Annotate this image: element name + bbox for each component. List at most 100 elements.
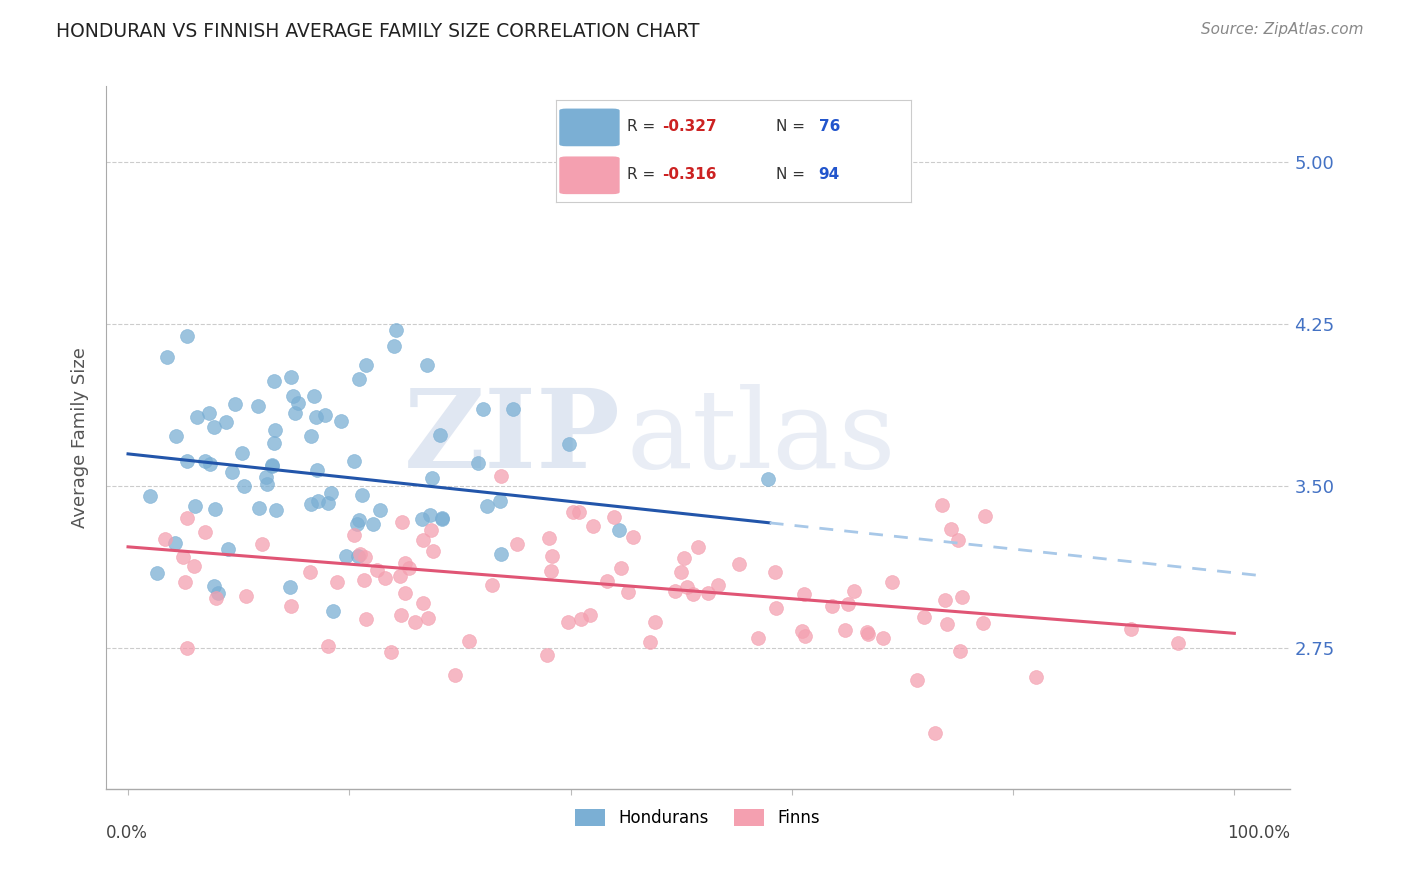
Point xyxy=(398,561,420,575)
Point xyxy=(278,580,301,594)
Text: Source: ZipAtlas.com: Source: ZipAtlas.com xyxy=(1201,22,1364,37)
Point xyxy=(316,640,339,654)
Point xyxy=(380,644,402,658)
Point xyxy=(420,523,443,537)
Point xyxy=(506,537,529,551)
Point xyxy=(346,517,368,532)
Point xyxy=(165,536,187,550)
Text: 100.0%: 100.0% xyxy=(1226,824,1289,842)
Point xyxy=(404,615,426,629)
Point xyxy=(305,409,328,424)
Point xyxy=(280,599,302,613)
Point xyxy=(264,503,287,517)
Point xyxy=(617,584,640,599)
Point xyxy=(153,533,176,547)
Point xyxy=(924,725,946,739)
Point xyxy=(343,454,366,468)
Point xyxy=(537,531,560,545)
Point xyxy=(173,574,195,589)
Point xyxy=(246,399,269,413)
Point xyxy=(370,503,392,517)
Point xyxy=(489,468,512,483)
Point xyxy=(356,358,378,372)
Point xyxy=(1025,670,1047,684)
Point xyxy=(856,626,879,640)
Point xyxy=(322,605,344,619)
Point xyxy=(287,396,309,410)
Point xyxy=(912,609,935,624)
Point xyxy=(165,428,187,442)
Point xyxy=(250,537,273,551)
Point xyxy=(420,471,443,485)
Point xyxy=(384,338,406,352)
Point xyxy=(353,573,375,587)
Point xyxy=(502,402,524,417)
Point xyxy=(416,610,439,624)
Point xyxy=(793,587,815,601)
Point xyxy=(568,505,591,519)
Point xyxy=(609,561,631,575)
Point xyxy=(697,585,720,599)
Point xyxy=(536,648,558,662)
Legend: Hondurans, Finns: Hondurans, Finns xyxy=(569,802,827,833)
Point xyxy=(247,500,270,515)
Point xyxy=(361,516,384,531)
Point xyxy=(350,487,373,501)
Text: 0.0%: 0.0% xyxy=(105,824,148,842)
Point xyxy=(638,634,661,648)
Point xyxy=(366,563,388,577)
Point xyxy=(260,458,283,473)
Point xyxy=(467,456,489,470)
Point xyxy=(319,486,342,500)
Point xyxy=(596,574,619,589)
Text: atlas: atlas xyxy=(627,384,897,491)
Point xyxy=(316,496,339,510)
Point xyxy=(422,544,444,558)
Point xyxy=(202,579,225,593)
Point xyxy=(347,371,370,385)
Point xyxy=(284,406,307,420)
Point xyxy=(602,509,624,524)
Point xyxy=(204,502,226,516)
Point xyxy=(756,472,779,486)
Point xyxy=(412,533,434,547)
Point xyxy=(837,597,859,611)
Point xyxy=(146,566,169,581)
Point xyxy=(198,457,221,471)
Point xyxy=(343,527,366,541)
Point xyxy=(256,477,278,491)
Point xyxy=(935,616,957,631)
Point xyxy=(905,673,928,688)
Point xyxy=(793,629,815,643)
Point xyxy=(224,397,246,411)
Point xyxy=(673,550,696,565)
Point xyxy=(934,592,956,607)
Point xyxy=(299,429,322,443)
Point xyxy=(155,351,177,365)
Point xyxy=(347,512,370,526)
Point xyxy=(472,402,495,417)
Point xyxy=(540,564,562,578)
Point xyxy=(481,578,503,592)
Point xyxy=(676,580,699,594)
Point xyxy=(299,565,322,579)
Point xyxy=(183,500,205,514)
Point xyxy=(880,574,903,589)
Point xyxy=(834,623,856,637)
Point xyxy=(475,499,498,513)
Point xyxy=(491,548,513,562)
Point xyxy=(558,437,581,451)
Point xyxy=(412,597,434,611)
Point xyxy=(561,505,583,519)
Point xyxy=(946,533,969,547)
Point xyxy=(765,600,787,615)
Point xyxy=(939,522,962,536)
Point xyxy=(430,510,453,524)
Point xyxy=(194,454,217,468)
Point xyxy=(569,612,592,626)
Point xyxy=(221,465,243,479)
Point xyxy=(429,428,451,442)
Point xyxy=(419,508,441,522)
Point xyxy=(176,454,198,468)
Point xyxy=(856,624,879,639)
